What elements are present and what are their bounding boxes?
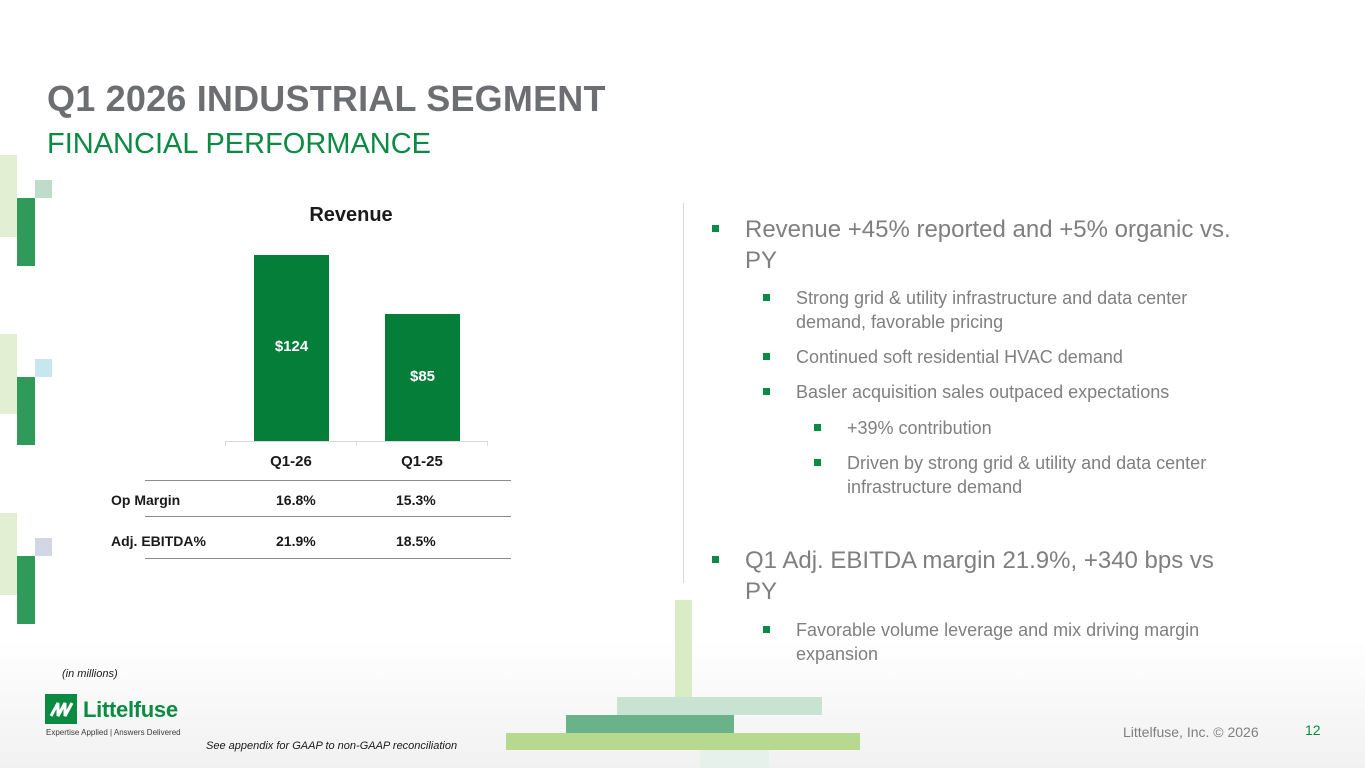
deco-bar — [617, 697, 822, 715]
table-rule — [145, 480, 511, 481]
deco-block — [35, 180, 52, 198]
category-label-q1-25: Q1-25 — [401, 453, 443, 470]
bullet-text: Revenue +45% reported and +5% organic vs… — [745, 216, 1231, 274]
bullet-text: Driven by strong grid & utility and data… — [847, 453, 1207, 497]
deco-bar — [700, 750, 769, 768]
page-title: Q1 2026 INDUSTRIAL SEGMENT — [47, 78, 606, 119]
deco-block — [0, 334, 17, 414]
page-number: 12 — [1305, 722, 1321, 738]
bullet-text: +39% contribution — [847, 418, 992, 438]
bullet-marker — [763, 626, 770, 633]
revenue-bar-q1-26 — [254, 255, 329, 441]
copyright: Littelfuse, Inc. © 2026 — [1123, 724, 1259, 740]
deco-bar — [506, 733, 860, 750]
table-rule — [145, 516, 511, 517]
table-row-adj-ebitda: Adj. EBITDA% 21.9% 18.5% — [0, 533, 700, 553]
category-label-q1-26: Q1-26 — [270, 453, 312, 470]
bullet-marker — [763, 388, 770, 395]
value-q1-26: 16.8% — [276, 492, 316, 508]
logo-tagline: Expertise Applied | Answers Delivered — [46, 728, 181, 737]
row-label: Adj. EBITDA% — [111, 533, 206, 549]
bullet-text: Q1 Adj. EBITDA margin 21.9%, +340 bps vs… — [745, 547, 1214, 605]
deco-block — [35, 538, 52, 556]
deco-block — [0, 513, 17, 595]
value-q1-26: 21.9% — [276, 533, 316, 549]
bullet-text: Basler acquisition sales outpaced expect… — [796, 382, 1170, 402]
bullet-text: Favorable volume leverage and mix drivin… — [796, 620, 1200, 664]
bullet-marker — [763, 294, 770, 301]
logo-wordmark: Littelfuse — [83, 697, 178, 722]
units-note: (in millions) — [62, 668, 118, 680]
value-q1-25: 18.5% — [396, 533, 436, 549]
chart-tick — [356, 441, 357, 446]
bullet-marker — [712, 556, 719, 563]
value-q1-25: 15.3% — [396, 492, 436, 508]
bullet-marker — [814, 424, 821, 431]
row-label: Op Margin — [111, 492, 181, 508]
bullet-marker — [712, 225, 719, 232]
deco-block — [35, 359, 52, 377]
deco-bar — [566, 715, 734, 733]
bullet-text: Strong grid & utility infrastructure and… — [796, 288, 1188, 332]
column-divider — [683, 203, 684, 583]
deco-block — [17, 556, 35, 624]
logo-mark-icon — [45, 694, 77, 724]
page-subtitle: FINANCIAL PERFORMANCE — [47, 128, 432, 160]
deco-block — [17, 377, 35, 445]
deco-block — [0, 155, 17, 237]
appendix-note: See appendix for GAAP to non-GAAP reconc… — [206, 740, 458, 752]
table-rule — [145, 558, 511, 559]
bullet-marker — [763, 353, 770, 360]
bar-value-label: $85 — [409, 367, 436, 385]
bullet-marker — [814, 459, 821, 466]
bullet-text: Continued soft residential HVAC demand — [796, 347, 1123, 367]
chart-title: Revenue — [309, 204, 393, 226]
bar-value-label: $124 — [274, 338, 309, 355]
table-row-op-margin: Op Margin 16.8% 15.3% — [0, 492, 700, 512]
deco-bar — [675, 600, 692, 718]
deco-block — [17, 198, 35, 266]
chart-tick — [487, 441, 488, 446]
chart-tick — [225, 441, 226, 446]
revenue-bar-q1-25 — [385, 314, 460, 441]
